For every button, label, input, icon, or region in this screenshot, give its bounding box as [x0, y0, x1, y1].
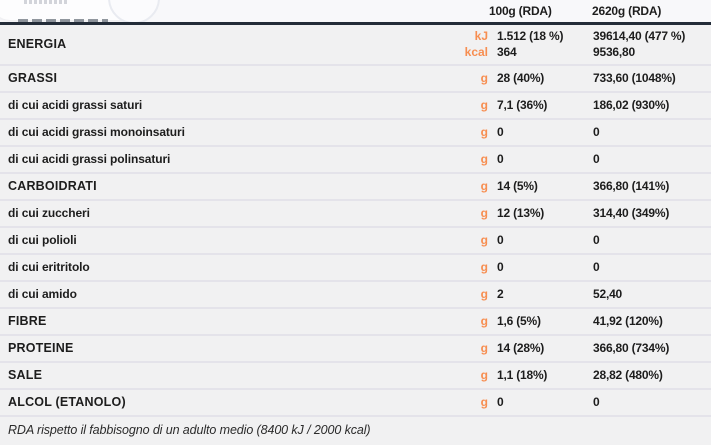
value-100g: 1,1 (18%) — [497, 368, 548, 382]
value-total: 28,82 (480%) — [593, 368, 663, 382]
value-total: 366,80 (141%) — [593, 179, 670, 193]
unit-g: g — [480, 287, 488, 301]
row-label: di cui amido — [8, 287, 77, 301]
logo-microtext-decor — [24, 0, 68, 4]
value-100g: 2 — [497, 287, 504, 301]
value-100g: 0 — [497, 233, 504, 247]
row-label: FIBRE — [8, 314, 47, 328]
unit-g: g — [480, 368, 488, 382]
row-label: GRASSI — [8, 71, 58, 85]
value-total: 314,40 (349%) — [593, 206, 670, 220]
table-row-fibre: FIBRE g 1,6 (5%) 41,92 (120%) — [0, 309, 711, 336]
column-header-100g: 100g (RDA) — [489, 4, 552, 18]
table-row-polioli: di cui polioli g 0 0 — [0, 228, 711, 255]
unit-g: g — [480, 233, 488, 247]
row-label: PROTEINE — [8, 341, 74, 355]
row-label: di cui acidi grassi monoinsaturi — [8, 125, 185, 139]
logo-smudge-decor — [18, 19, 108, 22]
table-row-sale: SALE g 1,1 (18%) 28,82 (480%) — [0, 363, 711, 390]
table-row-grassi: GRASSI g 28 (40%) 733,60 (1048%) — [0, 66, 711, 93]
unit-g: g — [480, 98, 488, 112]
value-100g: 14 (5%) — [497, 179, 538, 193]
table-row-alcol: ALCOL (ETANOLO) g 0 0 — [0, 390, 711, 417]
value-100g: 14 (28%) — [497, 341, 545, 355]
unit-g: g — [480, 179, 488, 193]
table-body: ENERGIA kJ 1.512 (18 %) 39614,40 (477 %)… — [0, 25, 711, 417]
unit-g: g — [480, 152, 488, 166]
table-row-monoinsaturi: di cui acidi grassi monoinsaturi g 0 0 — [0, 120, 711, 147]
value-100g: 12 (13%) — [497, 206, 545, 220]
row-label: di cui acidi grassi polinsaturi — [8, 152, 171, 166]
value-100g: 1.512 (18 %) — [497, 29, 564, 43]
row-label: di cui acidi grassi saturi — [8, 98, 143, 112]
value-total: 39614,40 (477 %) — [593, 29, 686, 43]
unit-g: g — [480, 314, 488, 328]
value-total: 366,80 (734%) — [593, 341, 670, 355]
value-100g: 28 (40%) — [497, 71, 545, 85]
row-label: ALCOL (ETANOLO) — [8, 395, 126, 409]
unit-g: g — [480, 71, 488, 85]
value-total: 0 — [593, 395, 600, 409]
row-label: di cui eritritolo — [8, 260, 90, 274]
table-row-eritritolo: di cui eritritolo g 0 0 — [0, 255, 711, 282]
table-row-zuccheri: di cui zuccheri g 12 (13%) 314,40 (349%) — [0, 201, 711, 228]
table-row-proteine: PROTEINE g 14 (28%) 366,80 (734%) — [0, 336, 711, 363]
unit-kj: kJ — [474, 29, 488, 43]
value-total: 0 — [593, 152, 600, 166]
value-total: 186,02 (930%) — [593, 98, 670, 112]
value-total: 0 — [593, 260, 600, 274]
row-label: di cui polioli — [8, 233, 77, 247]
value-100g: 1,6 (5%) — [497, 314, 541, 328]
value-100g: 364 — [497, 45, 517, 59]
value-total: 733,60 (1048%) — [593, 71, 676, 85]
table-row-saturi: di cui acidi grassi saturi g 7,1 (36%) 1… — [0, 93, 711, 120]
value-100g: 0 — [497, 125, 504, 139]
row-label: ENERGIA — [8, 37, 67, 51]
table-row-energia: ENERGIA kJ 1.512 (18 %) 39614,40 (477 %)… — [0, 25, 711, 66]
value-total: 0 — [593, 125, 600, 139]
unit-kcal: kcal — [464, 45, 488, 59]
value-100g: 7,1 (36%) — [497, 98, 548, 112]
table-footnote-area: RDA rispetto il fabbisogno di un adulto … — [0, 417, 711, 445]
column-header-2620g: 2620g (RDA) — [592, 4, 662, 18]
value-total: 9536,80 — [593, 45, 635, 59]
row-label: CARBOIDRATI — [8, 179, 97, 193]
value-total: 0 — [593, 233, 600, 247]
row-label: di cui zuccheri — [8, 206, 90, 220]
table-row-carboidrati: CARBOIDRATI g 14 (5%) 366,80 (141%) — [0, 174, 711, 201]
value-total: 52,40 — [593, 287, 623, 301]
table-header: 100g (RDA) 2620g (RDA) — [0, 0, 711, 22]
unit-g: g — [480, 341, 488, 355]
row-label: SALE — [8, 368, 43, 382]
rda-footnote: RDA rispetto il fabbisogno di un adulto … — [8, 423, 371, 437]
unit-g: g — [480, 260, 488, 274]
table-row-amido: di cui amido g 2 52,40 — [0, 282, 711, 309]
table-row-polinsaturi: di cui acidi grassi polinsaturi g 0 0 — [0, 147, 711, 174]
unit-g: g — [480, 206, 488, 220]
value-100g: 0 — [497, 395, 504, 409]
value-100g: 0 — [497, 152, 504, 166]
value-total: 41,92 (120%) — [593, 314, 663, 328]
unit-g: g — [480, 125, 488, 139]
unit-g: g — [480, 395, 488, 409]
value-100g: 0 — [497, 260, 504, 274]
header-divider-rule — [0, 22, 711, 25]
logo-fragment-image — [0, 0, 175, 22]
